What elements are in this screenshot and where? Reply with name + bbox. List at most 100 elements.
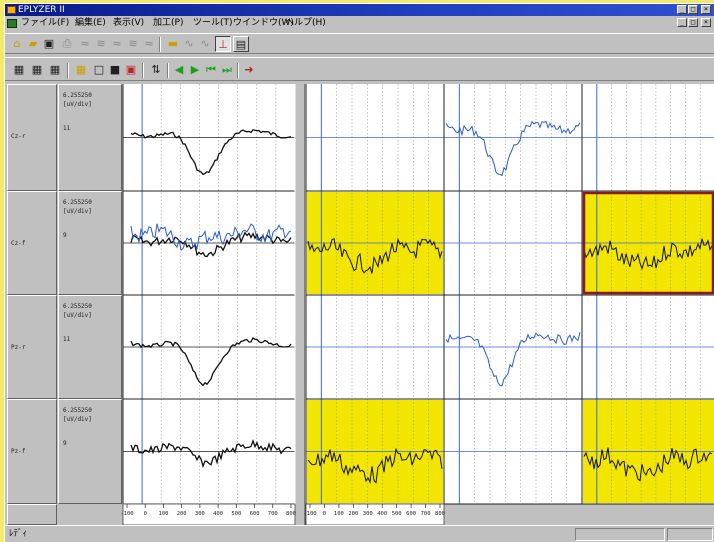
- wave-tool-4-icon[interactable]: ≋: [128, 37, 138, 50]
- close-button[interactable]: ×: [701, 5, 711, 14]
- x-tick-label: 800: [435, 511, 445, 517]
- table-view-icon[interactable]: ▤: [233, 36, 249, 52]
- status-text: ﾚﾃﾞｨ: [9, 529, 28, 539]
- x-tick-label: 100: [334, 511, 344, 517]
- doc-minimize-button[interactable]: _: [677, 18, 687, 27]
- go-arrow-icon[interactable]: ➜: [244, 63, 254, 76]
- menu-edit[interactable]: 編集(E): [75, 18, 106, 28]
- x-tick-label: -100: [120, 511, 133, 517]
- average-count: 9: [63, 232, 67, 239]
- trial-waveform: [583, 447, 713, 482]
- grid-large-icon[interactable]: ▦: [49, 63, 61, 76]
- frame-square-icon[interactable]: ▣: [125, 63, 137, 76]
- channel-scale: 6.255250 [uV/div] 9: [58, 399, 122, 504]
- minimize-button[interactable]: _: [677, 5, 687, 14]
- play-right-icon[interactable]: ▶: [190, 63, 200, 76]
- save-icon[interactable]: ▣: [43, 37, 55, 50]
- menu-tools[interactable]: ツール(T): [193, 18, 233, 28]
- cursor-wave-1-icon[interactable]: ∿: [184, 37, 194, 50]
- average-waveform: [130, 129, 292, 176]
- comparison-waveform: [130, 223, 292, 251]
- skip-first-icon[interactable]: ⏮: [206, 63, 216, 76]
- x-tick-label: 200: [348, 511, 358, 517]
- scale-value: 6.255250: [63, 407, 92, 414]
- toolbar-separator: [159, 37, 161, 52]
- channel-scale-column: 6.255250 [uV/div] 11 6.255250 [uV/div] 9…: [58, 84, 122, 525]
- channel-label[interactable]: Pz-r: [7, 295, 57, 399]
- x-tick-label: 0: [144, 511, 147, 517]
- open-folder-icon[interactable]: ⌂: [13, 37, 21, 50]
- average-count: 11: [63, 125, 71, 132]
- wave-tool-1-icon[interactable]: ≈: [80, 37, 90, 50]
- channel-label[interactable]: Cz-r: [7, 84, 57, 191]
- channel-name: Pz-r: [11, 344, 26, 351]
- scale-unit: [uV/div]: [63, 208, 92, 215]
- waveform-workspace: Cz-r Cz-f Pz-r Pz-f 6.255250 [uV/div] 11…: [5, 84, 714, 525]
- menu-window[interactable]: ウインドウ(W): [233, 18, 294, 28]
- blank-square-icon[interactable]: □: [93, 63, 105, 76]
- channel-name: Pz-f: [11, 448, 26, 455]
- doc-maximize-button[interactable]: □: [688, 18, 698, 27]
- app-icon: [7, 6, 16, 14]
- cursor-wave-2-icon[interactable]: ∿: [200, 37, 210, 50]
- trial-waveform: [307, 447, 443, 484]
- scale-unit: [uV/div]: [63, 416, 92, 423]
- average-count: 9: [63, 440, 67, 447]
- scale-unit: [uV/div]: [63, 101, 92, 108]
- marker-bar-icon[interactable]: ▬: [167, 37, 179, 50]
- channel-name: Cz-r: [11, 133, 26, 140]
- trial-waveform: [583, 238, 713, 271]
- x-tick-label: 600: [250, 511, 260, 517]
- baseline-cursor-icon[interactable]: ⊥: [215, 36, 231, 52]
- x-tick-label: 400: [213, 511, 223, 517]
- grid-medium-icon[interactable]: ▦: [31, 63, 43, 76]
- x-tick-label: 300: [195, 511, 205, 517]
- toolbar-separator: [67, 63, 69, 78]
- toolbar-separator: [142, 63, 144, 78]
- average-waveform: [130, 337, 292, 387]
- menu-process[interactable]: 加工(P): [153, 18, 184, 28]
- maximize-button[interactable]: □: [688, 5, 698, 14]
- title-bar[interactable]: EPLYZER II _ □ ×: [5, 4, 714, 16]
- folder-icon[interactable]: ▰: [28, 37, 38, 50]
- menu-view[interactable]: 表示(V): [113, 18, 145, 28]
- window-title: EPLYZER II: [18, 5, 65, 15]
- wave-tool-2-icon[interactable]: ≋: [96, 37, 106, 50]
- channel-label[interactable]: Pz-f: [7, 399, 57, 504]
- toolbar-separator: [167, 63, 169, 78]
- black-square-icon[interactable]: ■: [109, 63, 121, 76]
- x-axis-strip: [122, 503, 296, 525]
- scale-value: 6.255250: [63, 92, 92, 99]
- x-tick-label: 500: [392, 511, 402, 517]
- wave-tool-5-icon[interactable]: ≈: [144, 37, 154, 50]
- play-left-icon[interactable]: ◀: [174, 63, 184, 76]
- doc-close-button[interactable]: ×: [701, 18, 711, 27]
- x-axis-strip: [305, 503, 445, 525]
- menu-bar: ファイル(F) 編集(E) 表示(V) 加工(P) ツール(T) ウインドウ(W…: [5, 16, 714, 31]
- print-icon[interactable]: ⎙: [62, 37, 72, 50]
- document-icon[interactable]: [7, 19, 17, 28]
- app-window: EPLYZER II _ □ × ファイル(F) 編集(E) 表示(V) 加工(…: [4, 3, 714, 542]
- x-tick-label: 0: [323, 511, 326, 517]
- scale-value: 6.255250: [63, 303, 92, 310]
- x-tick-label: 800: [286, 511, 296, 517]
- status-bar: ﾚﾃﾞｨ: [5, 525, 714, 542]
- grid-small-icon[interactable]: ▦: [13, 63, 25, 76]
- menu-file[interactable]: ファイル(F): [21, 18, 70, 28]
- x-tick-label: 400: [377, 511, 387, 517]
- panel-gutter: [295, 84, 306, 525]
- channel-label-column: Cz-r Cz-f Pz-r Pz-f: [7, 84, 57, 525]
- wave-tool-3-icon[interactable]: ≈: [112, 37, 122, 50]
- trial-waveform: [445, 120, 581, 177]
- menu-help[interactable]: ヘルプ(H): [285, 18, 326, 28]
- waveform-plot-area[interactable]: -100 0 100 200 300 400 500 600 700 800 -100 0 100 200…: [5, 84, 714, 525]
- channel-name: Cz-f: [11, 240, 26, 247]
- skip-last-icon[interactable]: ⏭: [222, 63, 232, 76]
- average-count: 11: [63, 336, 71, 343]
- channel-scale: 6.255250 [uV/div] 11: [58, 295, 122, 399]
- channel-label[interactable]: Cz-f: [7, 191, 57, 295]
- flip-icon[interactable]: ⇅: [151, 63, 161, 76]
- x-tick-label: 600: [406, 511, 416, 517]
- grid-yellow-icon[interactable]: ▦: [75, 63, 87, 76]
- selected-epoch-frame: [582, 191, 714, 295]
